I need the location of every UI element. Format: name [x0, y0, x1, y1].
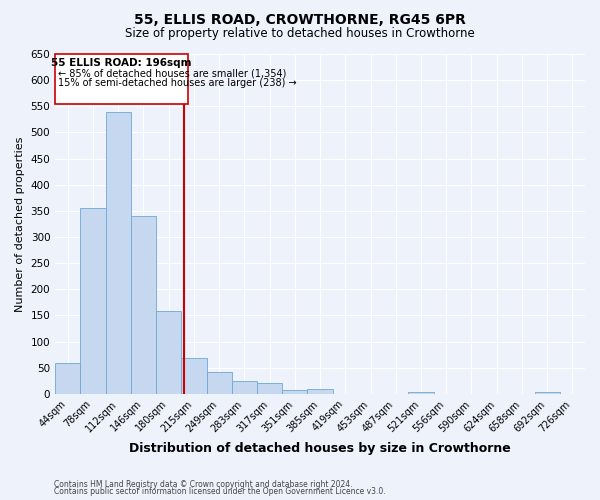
Bar: [206, 372, 232, 394]
Y-axis label: Number of detached properties: Number of detached properties: [15, 136, 25, 312]
Bar: [80, 208, 106, 394]
Text: Size of property relative to detached houses in Crowthorne: Size of property relative to detached ho…: [125, 28, 475, 40]
FancyBboxPatch shape: [55, 54, 188, 104]
Bar: [156, 312, 181, 394]
Text: 15% of semi-detached houses are larger (238) →: 15% of semi-detached houses are larger (…: [58, 78, 297, 88]
Text: 55 ELLIS ROAD: 196sqm: 55 ELLIS ROAD: 196sqm: [52, 58, 192, 68]
Bar: [131, 216, 156, 394]
X-axis label: Distribution of detached houses by size in Crowthorne: Distribution of detached houses by size …: [129, 442, 511, 455]
Text: ← 85% of detached houses are smaller (1,354): ← 85% of detached houses are smaller (1,…: [58, 68, 287, 78]
Bar: [282, 390, 307, 394]
Bar: [409, 392, 434, 394]
Text: Contains HM Land Registry data © Crown copyright and database right 2024.: Contains HM Land Registry data © Crown c…: [54, 480, 353, 489]
Text: 55, ELLIS ROAD, CROWTHORNE, RG45 6PR: 55, ELLIS ROAD, CROWTHORNE, RG45 6PR: [134, 12, 466, 26]
Text: Contains public sector information licensed under the Open Government Licence v3: Contains public sector information licen…: [54, 487, 386, 496]
Bar: [535, 392, 560, 394]
Bar: [307, 388, 332, 394]
Bar: [55, 362, 80, 394]
Bar: [232, 381, 257, 394]
Bar: [106, 112, 131, 394]
Bar: [257, 384, 282, 394]
Bar: [181, 358, 206, 394]
